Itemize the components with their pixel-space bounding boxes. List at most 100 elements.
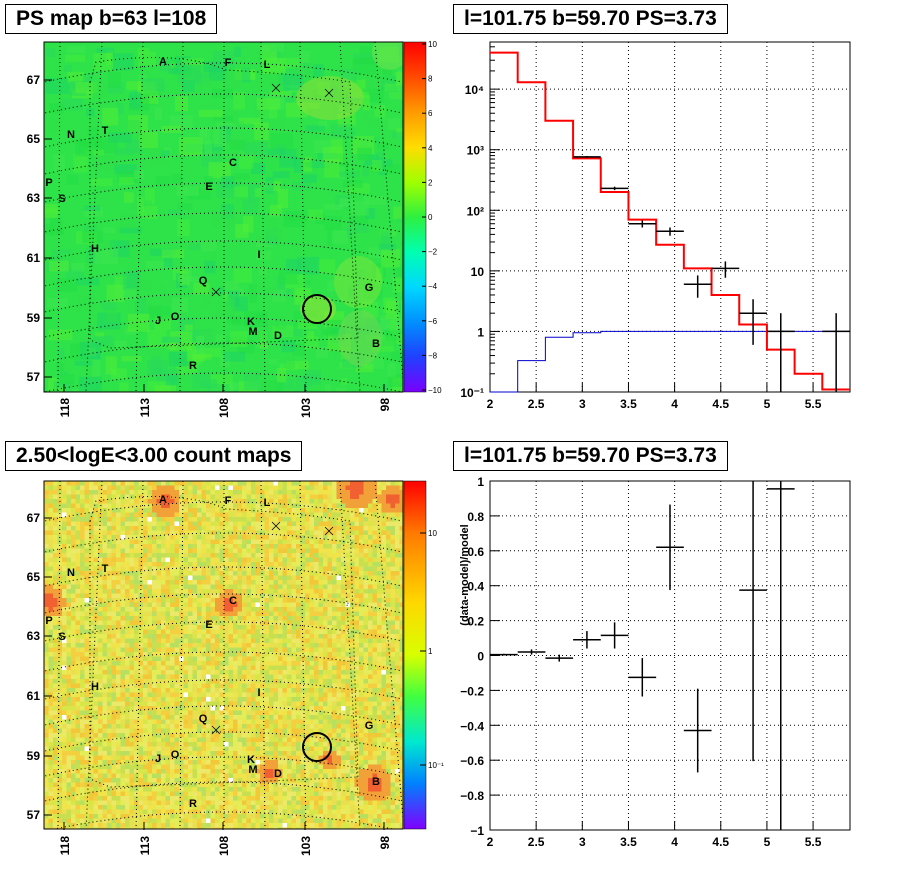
map-texture-patch xyxy=(254,122,269,141)
count-pixel xyxy=(341,638,346,644)
count-pixel xyxy=(98,661,103,666)
count-pixel xyxy=(291,647,297,653)
count-pixel xyxy=(341,589,346,594)
count-pixel xyxy=(390,634,396,639)
count-pixel xyxy=(255,701,261,707)
count-pixel xyxy=(233,485,238,491)
count-pixel xyxy=(323,706,328,711)
count-pixel xyxy=(93,584,99,590)
count-pixel xyxy=(341,706,346,711)
map-texture-patch xyxy=(332,230,348,244)
count-pixel xyxy=(170,490,175,495)
count-pixel xyxy=(233,494,238,500)
count-pixel xyxy=(134,485,139,491)
count-pixel xyxy=(215,526,220,531)
count-pixel xyxy=(71,647,76,653)
count-pixel xyxy=(75,553,81,558)
count-pixel xyxy=(233,710,238,716)
count-pixel xyxy=(156,638,162,644)
count-pixel xyxy=(309,508,315,513)
count-pixel xyxy=(264,629,270,635)
count-pixel xyxy=(188,602,193,608)
count-pixel xyxy=(174,530,180,536)
map-texture-patch xyxy=(149,248,172,257)
map-texture-patch xyxy=(357,147,373,161)
count-pixel xyxy=(53,715,58,720)
count-pixel xyxy=(336,656,342,662)
count-pixel xyxy=(368,593,373,599)
count-pixel xyxy=(255,634,261,639)
count-pixel xyxy=(386,701,391,707)
count-pixel xyxy=(174,697,180,702)
count-pixel xyxy=(165,629,171,635)
map-texture-patch xyxy=(177,203,193,210)
count-pixel xyxy=(102,661,108,666)
count-pixel xyxy=(116,544,121,549)
count-pixel xyxy=(201,530,207,536)
count-pixel xyxy=(170,557,175,563)
count-pixel xyxy=(381,539,387,545)
colorbar-tick-label: −6 xyxy=(428,317,438,326)
count-pixel xyxy=(93,503,99,509)
count-pixel xyxy=(192,562,198,567)
count-pixel xyxy=(93,530,99,536)
count-pixel xyxy=(156,665,162,671)
count-pixel xyxy=(134,571,139,576)
map-texture-patch xyxy=(178,136,203,156)
count-pixel xyxy=(102,683,108,689)
count-pixel xyxy=(116,499,121,504)
count-pixel xyxy=(120,692,126,698)
count-pixel xyxy=(165,580,171,585)
count-pixel xyxy=(129,580,135,585)
count-pixel xyxy=(93,593,99,599)
count-pixel xyxy=(44,701,49,707)
map-texture-patch xyxy=(146,347,161,356)
map-texture-patch xyxy=(73,153,88,173)
map-texture-patch xyxy=(138,51,157,66)
count-pixel xyxy=(93,494,99,500)
count-pixel xyxy=(152,535,157,540)
count-pixel xyxy=(174,571,180,576)
count-pixel xyxy=(75,557,81,563)
count-pixel xyxy=(183,665,189,671)
map-texture-patch xyxy=(260,379,283,392)
count-pixel xyxy=(282,674,288,680)
count-pixel xyxy=(170,634,175,639)
count-pixel xyxy=(372,539,378,545)
count-pixel xyxy=(116,683,121,689)
count-pixel xyxy=(197,692,202,698)
count-pixel xyxy=(147,643,153,648)
count-pixel xyxy=(116,485,121,491)
count-pixel xyxy=(395,616,400,621)
map-texture-patch xyxy=(78,376,102,392)
count-pixel xyxy=(300,670,306,675)
map-texture-patch xyxy=(80,342,101,360)
count-pixel xyxy=(386,661,391,666)
count-pixel xyxy=(354,652,360,657)
map-texture-patch xyxy=(122,270,139,290)
count-pixel xyxy=(111,490,117,495)
count-pixel xyxy=(386,656,391,662)
count-pixel xyxy=(368,485,373,491)
map-texture-patch xyxy=(295,376,313,387)
count-pixel xyxy=(381,665,387,671)
count-pixel xyxy=(354,598,360,603)
map-texture-patch xyxy=(204,175,214,186)
count-pixel xyxy=(107,629,112,635)
count-pixel xyxy=(386,593,391,599)
count-pixel xyxy=(296,688,301,693)
count-pixel xyxy=(233,634,238,639)
count-pixel xyxy=(219,557,225,563)
count-pixel xyxy=(251,607,256,612)
count-pixel xyxy=(246,692,252,698)
count-pixel xyxy=(264,625,270,630)
count-pixel xyxy=(314,634,319,639)
count-pixel xyxy=(341,481,346,486)
count-pixel xyxy=(98,553,103,558)
count-pixel xyxy=(116,584,121,590)
count-pixel xyxy=(152,679,157,684)
count-pixel xyxy=(129,557,135,563)
count-pixel xyxy=(287,715,292,720)
count-pixel xyxy=(53,539,58,545)
count-pixel xyxy=(309,490,315,495)
